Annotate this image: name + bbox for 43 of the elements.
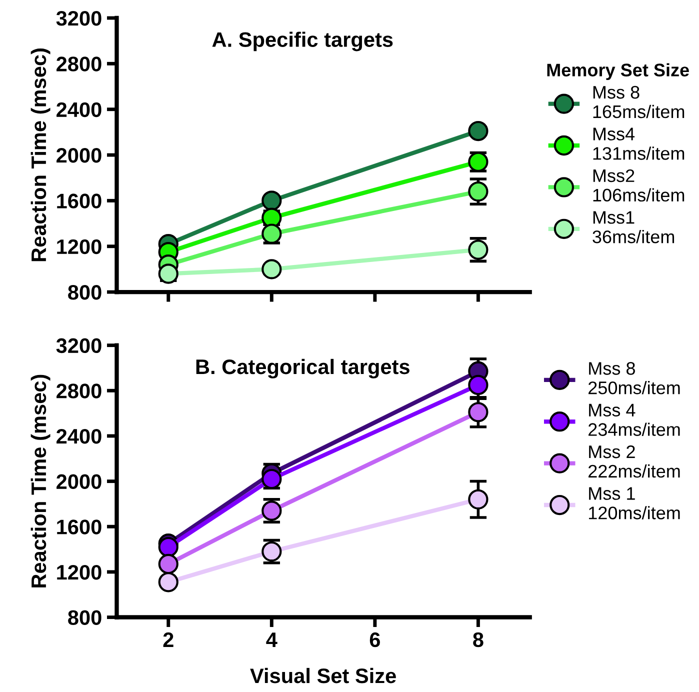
point bbox=[158, 554, 178, 574]
y-tick-label: 3200 bbox=[56, 338, 102, 354]
text: A. Specific targets bbox=[212, 32, 393, 52]
legend-label: Mss 8 250ms/item bbox=[588, 362, 680, 394]
y-tick-label: 2400 bbox=[56, 102, 102, 118]
x-tick-label: 8 bbox=[473, 632, 484, 648]
y-axis-title: Reaction Time (msec) bbox=[30, 374, 50, 588]
y-tick-label: 2400 bbox=[56, 428, 102, 444]
point bbox=[468, 374, 488, 396]
y-tick-label: 800 bbox=[68, 285, 102, 300]
y-tick-label: 1200 bbox=[57, 564, 102, 580]
legend-label: Mss 2 222ms/item bbox=[588, 445, 680, 478]
point bbox=[262, 190, 282, 211]
point bbox=[158, 536, 178, 558]
y-tick-label: 800 bbox=[68, 610, 102, 626]
x-axis-title: Visual Set Size bbox=[250, 668, 396, 684]
y-tick-label: 2000 bbox=[56, 474, 102, 490]
y-tick-label: 2800 bbox=[56, 56, 102, 72]
x-tick-label: 4 bbox=[266, 632, 278, 647]
legend-title: Memory Set Size bbox=[547, 63, 689, 80]
y-tick-label: 1600 bbox=[57, 520, 102, 534]
point bbox=[468, 489, 488, 510]
legend-label: Mss 8 165ms/item bbox=[593, 86, 684, 118]
point bbox=[158, 572, 178, 592]
point bbox=[468, 402, 488, 422]
y-tick-label: 2000 bbox=[56, 148, 102, 163]
legend-label: Mss4 131ms/item bbox=[593, 128, 684, 160]
y-tick-label: 1600 bbox=[57, 194, 102, 208]
point bbox=[262, 259, 282, 280]
y-tick-label: 1200 bbox=[57, 239, 102, 254]
text: B. Categorical targets bbox=[196, 358, 410, 378]
legend-label: Mss2 106ms/item bbox=[593, 169, 684, 202]
x-tick-label: 2 bbox=[163, 632, 174, 647]
legend-label: Mss1 36ms/item bbox=[592, 211, 674, 244]
y-tick-label: 3200 bbox=[56, 10, 102, 26]
legend-label: Mss 4 234ms/item bbox=[588, 404, 680, 436]
point bbox=[468, 120, 488, 142]
y-tick-label: 2800 bbox=[56, 384, 102, 398]
x-tick-label: 6 bbox=[370, 632, 380, 648]
point bbox=[468, 181, 488, 202]
legend-label: Mss 1 120ms/item bbox=[588, 487, 680, 520]
point bbox=[158, 264, 178, 284]
y-axis-title: Reaction Time (msec) bbox=[30, 48, 50, 262]
